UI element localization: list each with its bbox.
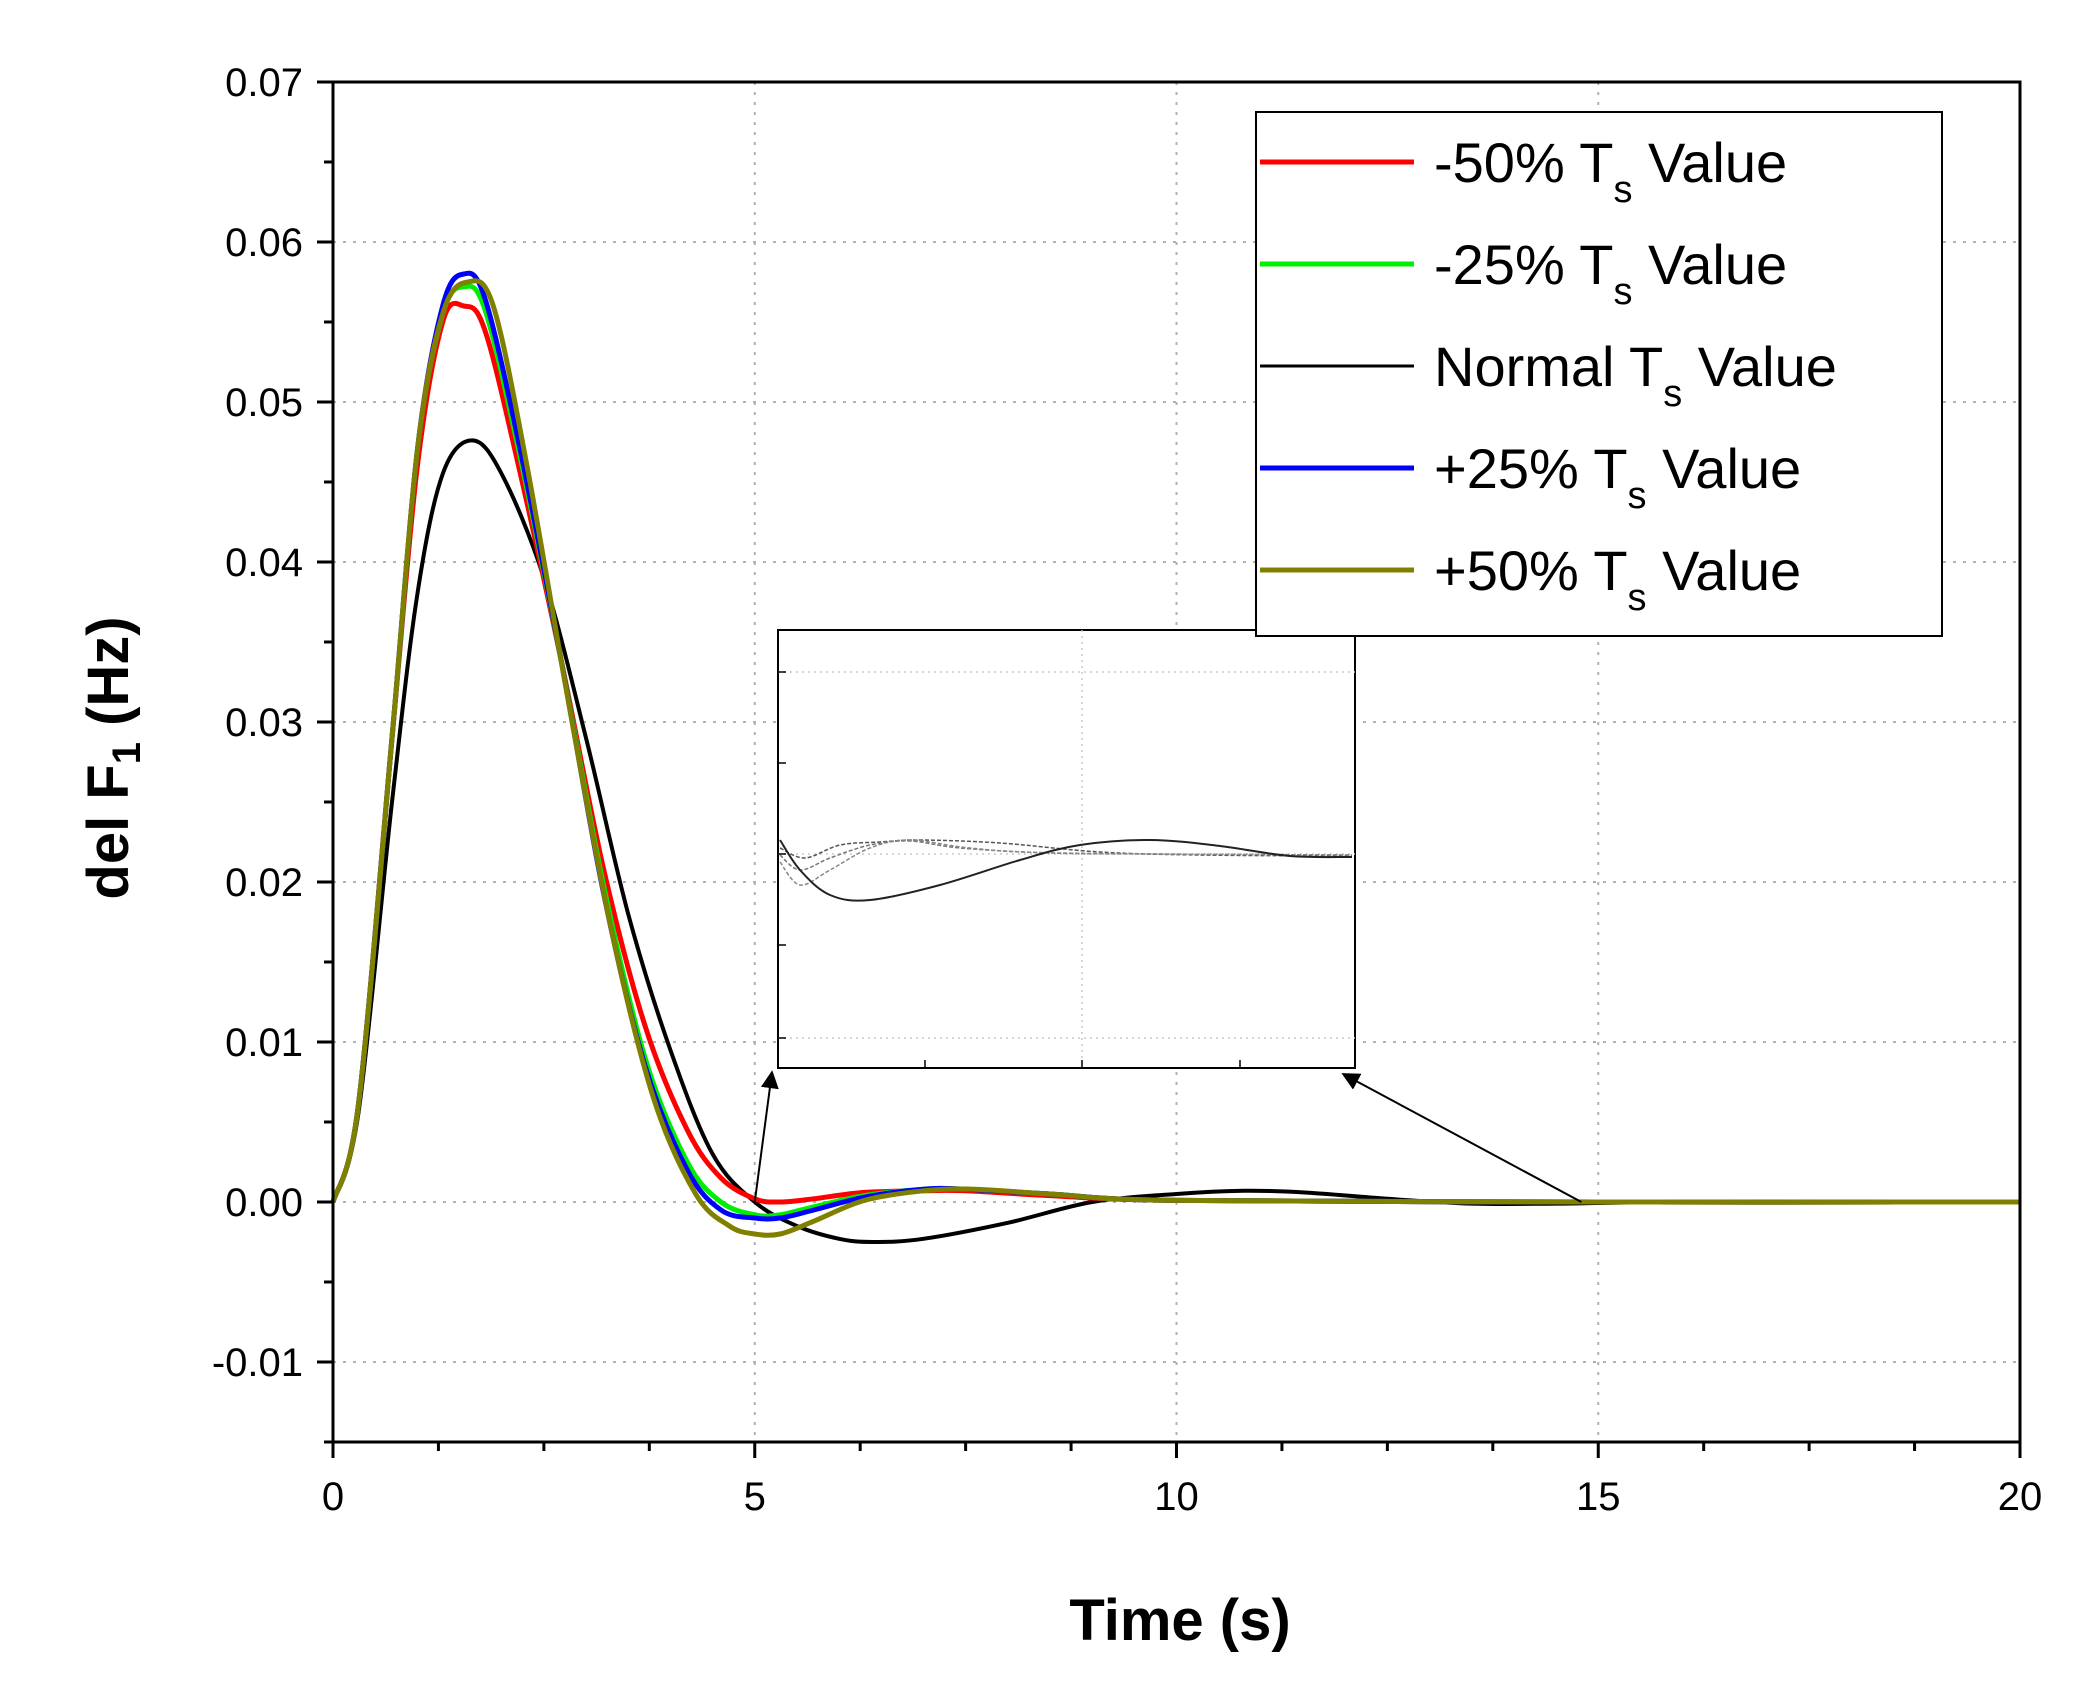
zoom-arrow-left [753,1070,779,1203]
y-tick-label: -0.01 [212,1341,303,1385]
y-tick-label: 0.03 [225,701,303,745]
legend-label-0: -50% Ts Value [1434,131,1787,211]
legend-label-4: +50% Ts Value [1434,539,1801,619]
x-tick-label: 5 [744,1475,766,1519]
legend-label-3: +25% Ts Value [1434,437,1801,517]
x-tick-label: 0 [322,1475,344,1519]
inset-curve [779,838,1353,902]
series-layer [330,270,2021,1244]
axis-ticks [317,80,2022,1458]
x-tick-label: 10 [1154,1475,1199,1519]
zoom-arrow-right [1341,1073,1582,1203]
legend-box [1255,111,1943,637]
y-tick-label: 0.02 [225,861,303,905]
inset-curve [779,840,1353,871]
x-axis-title: Time (s) [1069,1588,1290,1653]
x-tick-label: 15 [1576,1475,1621,1519]
x-tick-label: 20 [1998,1475,2043,1519]
y-axis-title: del F1 (Hz) [76,616,149,899]
legend-label-1: -25% Ts Value [1434,233,1787,313]
y-tick-label: 0.04 [225,541,303,585]
y-tick-label: 0.07 [225,61,303,105]
legend: -50% Ts Value -25% Ts Value Normal Ts Valu… [1255,111,1943,637]
inset-zoom [753,629,1582,1203]
y-axis-title-sub: 1 [105,742,149,764]
y-axis-title-main: del F [76,764,141,899]
series-line-4 [330,278,2021,1238]
legend-label-2: Normal Ts Value [1434,335,1837,415]
y-tick-label: 0.01 [225,1021,303,1065]
y-tick-label: 0.00 [225,1181,303,1225]
tick-labels: 0 5 10 15 20 -0.01 0.00 0.01 0.02 0.03 0.04 0.05 0.0… [212,61,2042,1519]
y-tick-label: 0.05 [225,381,303,425]
y-axis-title-unit: (Hz) [76,616,141,742]
inset-curve [779,839,1353,886]
y-tick-label: 0.06 [225,221,303,265]
